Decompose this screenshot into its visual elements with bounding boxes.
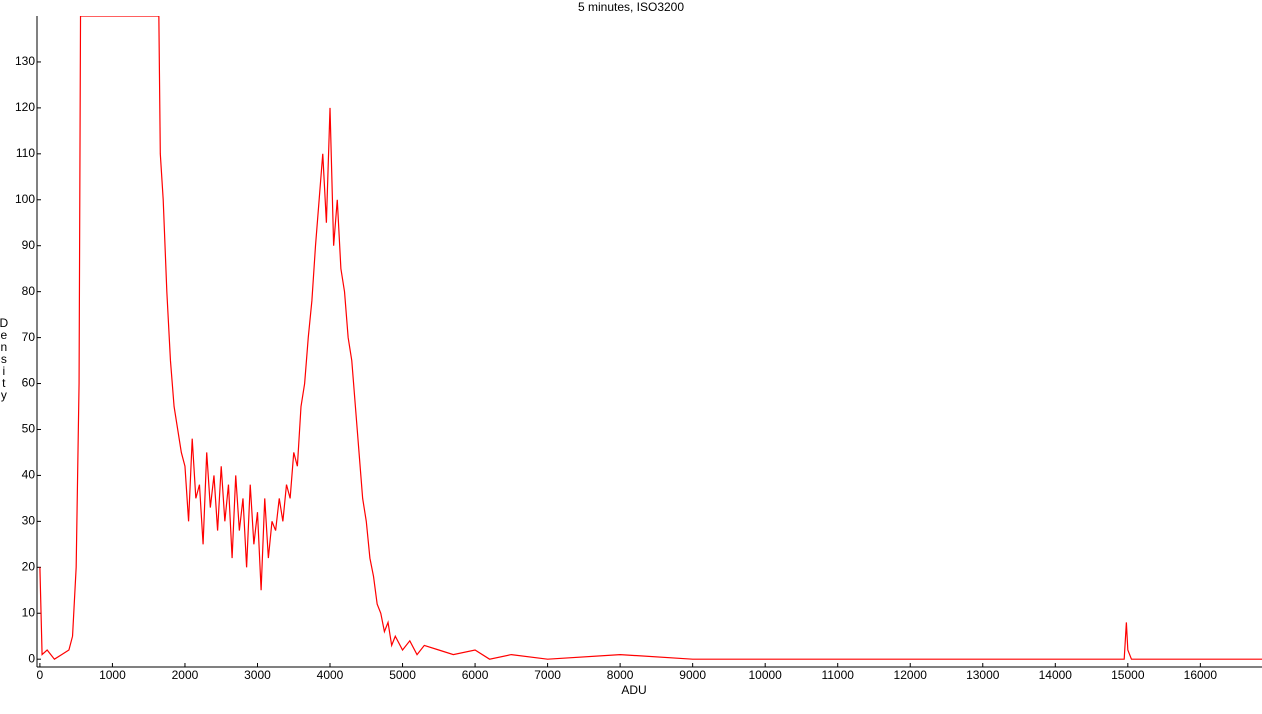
x-tick-label: 4000 xyxy=(317,668,344,682)
x-tick-label: 0 xyxy=(37,668,44,682)
y-axis-label: Density xyxy=(0,316,11,402)
x-tick-label: 10000 xyxy=(748,668,782,682)
x-tick-label: 6000 xyxy=(462,668,489,682)
data-line xyxy=(39,16,1262,660)
x-tick-label: 14000 xyxy=(1039,668,1073,682)
x-tick-label: 16000 xyxy=(1184,668,1218,682)
y-tick-label: 10 xyxy=(22,605,36,619)
x-tick-label: 3000 xyxy=(244,668,271,682)
y-tick-label: 60 xyxy=(22,376,36,390)
x-tick-label: 13000 xyxy=(966,668,1000,682)
y-tick-label: 0 xyxy=(28,651,35,665)
y-tick-label: 90 xyxy=(22,238,36,252)
y-tick-label: 40 xyxy=(22,468,36,482)
chart-title: 5 minutes, ISO3200 xyxy=(578,0,684,14)
x-tick-label: 15000 xyxy=(1111,668,1145,682)
y-tick-label: 130 xyxy=(15,54,35,68)
y-tick-label: 120 xyxy=(15,100,35,114)
y-tick-label: 110 xyxy=(16,146,35,160)
y-tick-label: 20 xyxy=(22,559,36,573)
y-tick-label: 100 xyxy=(15,192,35,206)
x-tick-label: 5000 xyxy=(389,668,416,682)
x-tick-label: 11000 xyxy=(821,668,854,682)
x-tick-label: 8000 xyxy=(607,668,634,682)
y-tick-label: 50 xyxy=(22,422,36,436)
x-tick-label: 12000 xyxy=(894,668,928,682)
x-tick-label: 7000 xyxy=(534,668,561,682)
y-tick-label: 30 xyxy=(22,514,36,528)
x-tick-label: 2000 xyxy=(172,668,199,682)
y-tick-label: 70 xyxy=(22,330,36,344)
x-axis-label: ADU xyxy=(621,683,646,697)
y-tick-label: 80 xyxy=(22,284,36,298)
x-tick-label: 9000 xyxy=(679,668,706,682)
x-tick-label: 1000 xyxy=(99,668,126,682)
